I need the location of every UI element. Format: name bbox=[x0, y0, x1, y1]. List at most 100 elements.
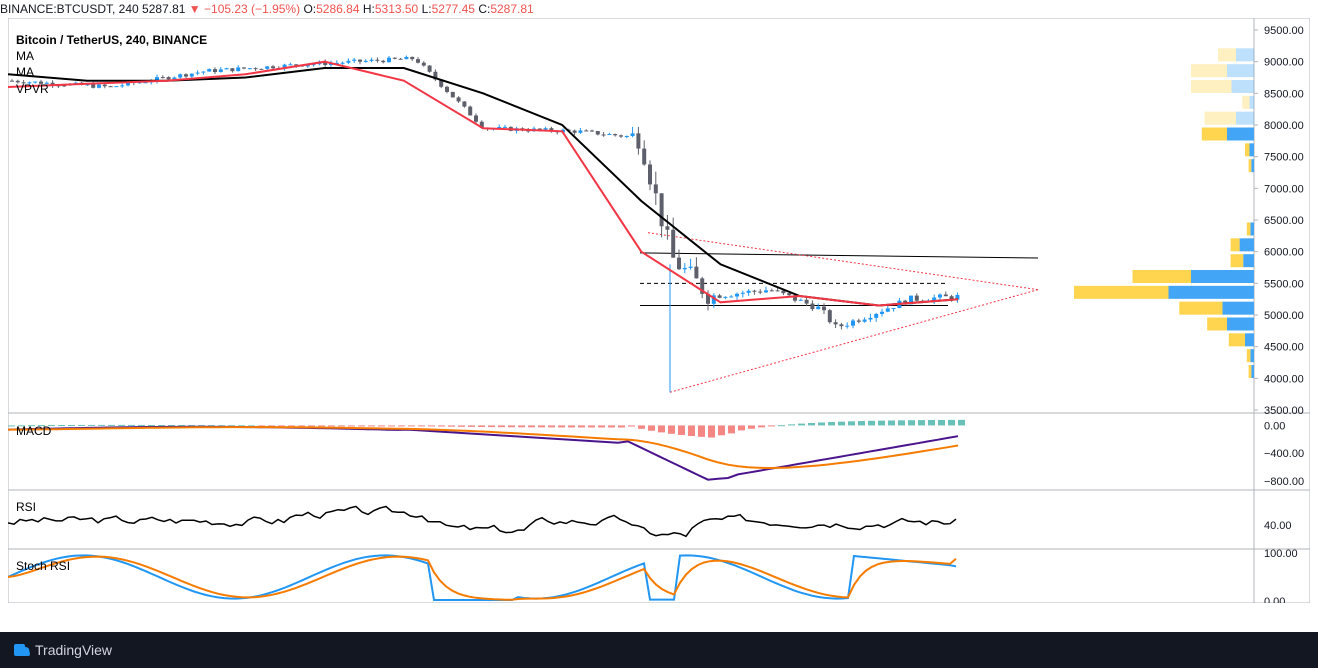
macd-histogram-bar bbox=[868, 420, 875, 426]
up-candle bbox=[764, 290, 768, 293]
volume-profile-down-bar bbox=[1246, 222, 1251, 236]
up-candle bbox=[723, 296, 728, 298]
macd-histogram-bar bbox=[638, 425, 645, 429]
macd-histogram-bar bbox=[838, 421, 845, 426]
down-candle bbox=[62, 85, 67, 87]
macd-histogram-bar bbox=[68, 424, 75, 426]
price-tick-label: 6500.00 bbox=[1264, 215, 1304, 227]
chart-border bbox=[7, 17, 1311, 604]
macd-histogram-bar bbox=[458, 425, 465, 427]
macd-histogram-bar bbox=[198, 425, 205, 427]
macd-histogram-bar bbox=[648, 425, 655, 431]
volume-profile-down-bar bbox=[1204, 111, 1236, 125]
rsi-tick-label: 40.00 bbox=[1264, 520, 1292, 532]
chart-frame[interactable]: 0.00 −400.00 −800.00 40.00 100.00 0.00 9500… bbox=[7, 17, 1311, 623]
macd-histogram-bar bbox=[698, 425, 705, 437]
macd-histogram-bar bbox=[438, 425, 445, 427]
up-candle bbox=[363, 60, 368, 62]
last-price: 5287.81 bbox=[142, 2, 186, 16]
macd-histogram-bar bbox=[448, 425, 455, 427]
chart-svg[interactable]: 0.00 −400.00 −800.00 40.00 100.00 0.00 9500… bbox=[7, 17, 1311, 623]
low-label: L: bbox=[421, 2, 432, 16]
macd-pane: 0.00 −400.00 −800.00 bbox=[7, 419, 1304, 488]
up-candle bbox=[247, 68, 252, 70]
macd-histogram-bar bbox=[928, 420, 935, 426]
down-candle bbox=[230, 68, 235, 72]
up-candle bbox=[735, 293, 739, 297]
macd-histogram-bar bbox=[548, 425, 555, 428]
macd-histogram-bar bbox=[58, 425, 65, 427]
volume-profile-up-bar bbox=[1236, 111, 1254, 125]
down-candle bbox=[677, 257, 681, 270]
down-candle bbox=[160, 77, 165, 79]
price-tick-label: 5000.00 bbox=[1264, 310, 1304, 322]
macd-histogram-bar bbox=[288, 425, 295, 427]
down-candle bbox=[474, 115, 478, 122]
macd-tick-label: −400.00 bbox=[1264, 448, 1304, 460]
macd-histogram-bar bbox=[738, 425, 745, 431]
down-candle bbox=[601, 134, 606, 136]
up-candle bbox=[27, 82, 32, 84]
macd-histogram-bar bbox=[348, 425, 355, 427]
symbol-label[interactable]: BINANCE:BTCUSDT, 240 bbox=[0, 2, 139, 16]
macd-histogram-bar bbox=[118, 424, 125, 426]
volume-profile-up-bar bbox=[1222, 301, 1254, 315]
down-candle bbox=[793, 295, 797, 301]
legend-vpvr[interactable]: VPVR bbox=[16, 82, 49, 96]
macd-histogram-bar bbox=[938, 419, 945, 426]
price-tick-label: 4000.00 bbox=[1264, 373, 1304, 385]
down-candle bbox=[468, 106, 473, 116]
macd-histogram-bar bbox=[598, 425, 605, 428]
legend-ma-1[interactable]: MA bbox=[16, 49, 34, 63]
macd-histogram-bar bbox=[328, 425, 335, 427]
candles bbox=[10, 55, 960, 393]
macd-histogram-bar bbox=[878, 420, 885, 426]
macd-histogram-bar bbox=[848, 421, 855, 426]
volume-profile-down-bar bbox=[1242, 95, 1250, 109]
volume-profile-up-bar bbox=[1168, 285, 1254, 299]
up-candle bbox=[891, 308, 896, 310]
down-candle bbox=[456, 97, 461, 102]
tradingview-brand[interactable]: TradingView bbox=[35, 642, 113, 658]
up-candle bbox=[207, 69, 212, 72]
macd-histogram-bar bbox=[188, 425, 195, 427]
volume-profile-up-bar bbox=[1251, 365, 1254, 378]
volume-profile-up-bar bbox=[1236, 48, 1254, 62]
macd-histogram-bar bbox=[158, 424, 165, 426]
macd-histogram-bar bbox=[948, 419, 955, 426]
up-candle bbox=[288, 64, 293, 66]
high-label: H: bbox=[362, 2, 375, 16]
macd-histogram-bar bbox=[98, 424, 105, 426]
down-candle bbox=[381, 60, 386, 63]
drawn-lines bbox=[639, 232, 1039, 393]
up-candle bbox=[201, 71, 206, 73]
up-candle bbox=[624, 136, 629, 138]
down-candle bbox=[827, 310, 832, 323]
volume-profile-down-bar bbox=[1246, 349, 1251, 363]
up-candle bbox=[578, 130, 583, 133]
volume-profile-down-bar bbox=[1074, 285, 1169, 299]
down-candle bbox=[717, 295, 722, 298]
down-candle bbox=[700, 278, 705, 294]
legend-ma-2[interactable]: MA bbox=[16, 65, 34, 79]
macd-histogram-bar bbox=[408, 425, 415, 427]
macd-histogram-bar bbox=[498, 425, 505, 428]
down-candle bbox=[822, 306, 826, 311]
up-candle bbox=[305, 65, 310, 67]
price-tick-label: 9500.00 bbox=[1264, 25, 1304, 37]
down-candle bbox=[787, 293, 792, 296]
macd-histogram-bar bbox=[918, 420, 925, 426]
macd-histogram-bar bbox=[818, 422, 825, 426]
rsi-label[interactable]: RSI bbox=[16, 500, 36, 514]
down-candle bbox=[775, 290, 780, 292]
volume-profile-up-bar bbox=[1250, 222, 1254, 236]
up-candle bbox=[178, 74, 183, 78]
macd-label[interactable]: MACD bbox=[16, 424, 52, 438]
up-candle bbox=[387, 57, 391, 63]
down-candle bbox=[769, 290, 774, 292]
volume-profile-up-bar bbox=[1251, 159, 1254, 173]
down-candle bbox=[752, 290, 757, 292]
stoch-rsi-label[interactable]: Stoch RSI bbox=[16, 559, 70, 573]
up-candle bbox=[868, 317, 873, 320]
macd-histogram-bar bbox=[508, 425, 515, 428]
